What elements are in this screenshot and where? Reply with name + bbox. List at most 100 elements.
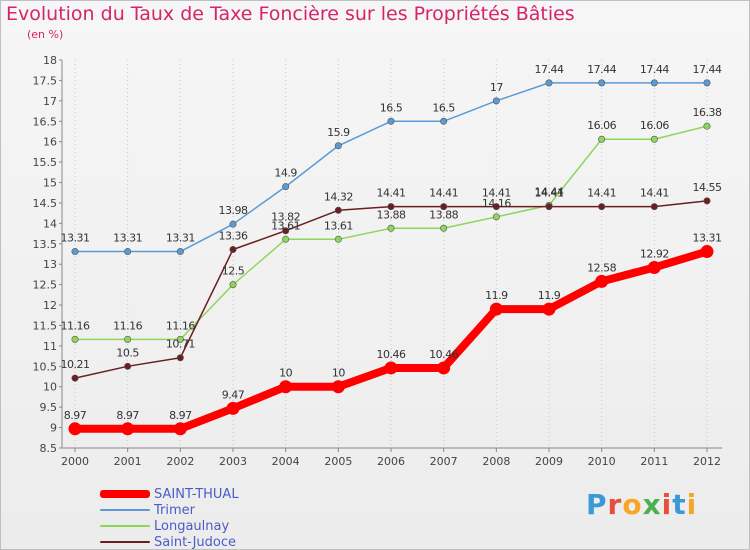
data-point [176,354,184,362]
data-point [71,335,79,343]
y-tick-label: 10.5 [33,360,58,373]
x-tick-label: 2009 [535,455,563,468]
x-tick-label: 2001 [114,455,142,468]
data-label: 13.88 [429,208,458,221]
chart-title: Evolution du Taux de Taxe Foncière sur l… [6,3,575,25]
y-tick-label: 14 [43,217,57,230]
data-label: 16.5 [432,101,455,114]
y-tick-label: 11.5 [33,319,58,332]
data-point [226,401,240,415]
legend-label: Longaulnay [154,518,230,534]
data-point [387,117,395,125]
data-label: 16.38 [693,106,722,119]
data-point [124,335,132,343]
data-point [492,97,500,105]
data-point [545,203,553,211]
data-point [542,302,556,316]
x-tick-label: 2004 [272,455,300,468]
data-label: 11.9 [538,289,561,302]
legend-label: Trimer [154,502,195,518]
data-label: 17.44 [587,63,616,76]
data-point [647,260,661,274]
data-point [650,135,658,143]
data-label: 14.41 [482,187,511,200]
data-point [331,380,345,394]
data-label: 14.41 [640,187,669,200]
data-point [703,122,711,130]
legend-swatch [100,525,150,527]
data-label: 16.06 [640,119,669,132]
data-label: 14.41 [429,187,458,200]
data-label: 11.16 [113,319,142,332]
y-tick-label: 12 [43,299,57,312]
legend-swatch [100,541,150,543]
data-label: 9.47 [222,388,245,401]
legend-swatch [100,509,150,511]
data-label: 13.82 [271,211,300,224]
data-label: 14.41 [535,187,564,200]
data-label: 16.5 [380,101,403,114]
logo-letter: i [686,488,698,521]
data-point [282,183,290,191]
data-point [71,248,79,256]
data-point [492,203,500,211]
data-label: 12.5 [222,265,245,278]
data-point [489,302,503,316]
x-tick-label: 2006 [377,455,405,468]
data-label: 13.31 [166,232,195,245]
data-label: 10.46 [429,348,458,361]
logo-letter: x [642,488,662,521]
y-tick-label: 18 [43,54,57,67]
data-label: 12.92 [640,247,669,260]
data-point [595,274,609,288]
data-point [437,361,451,375]
data-label: 13.31 [693,232,722,245]
y-tick-label: 15.5 [33,156,58,169]
data-point [700,245,714,259]
y-tick-label: 14.5 [33,197,58,210]
data-label: 16.06 [587,119,616,132]
y-tick-label: 16 [43,136,57,149]
data-label: 13.31 [113,232,142,245]
data-label: 10.21 [61,358,90,371]
data-point [279,380,293,394]
data-label: 13.61 [324,219,353,232]
data-label: 14.16 [482,197,511,210]
data-label: 13.31 [61,232,90,245]
y-tick-label: 17 [43,95,57,108]
data-point [440,117,448,125]
chart-legend: SAINT-THUAL Trimer Longaulnay Saint-Judoce [100,486,239,550]
data-label: 11.16 [166,319,195,332]
data-point [229,220,237,228]
x-tick-label: 2007 [430,455,458,468]
data-point [440,224,448,232]
x-tick-label: 2011 [640,455,668,468]
data-point [229,246,237,254]
legend-label: SAINT-THUAL [154,486,239,502]
logo-letter: i [661,488,673,521]
data-point [68,422,82,436]
data-label: 17 [490,81,503,94]
data-label: 14.55 [693,181,722,194]
data-point [492,213,500,221]
data-label: 13.61 [271,219,300,232]
data-label: 14.41 [377,187,406,200]
chart-subtitle: (en %) [27,28,64,41]
data-point [703,79,711,87]
data-label: 10 [279,367,292,380]
data-point [650,79,658,87]
data-point [229,281,237,289]
y-tick-label: 13 [43,258,57,271]
data-label: 8.97 [64,409,87,422]
y-tick-label: 9.5 [40,401,58,414]
data-label: 10 [332,367,345,380]
data-point [71,374,79,382]
data-point [121,422,135,436]
data-point [440,203,448,211]
data-label: 8.97 [169,409,192,422]
x-tick-label: 2008 [482,455,510,468]
data-label: 11.9 [485,289,508,302]
legend-item: Longaulnay [100,518,239,534]
data-label: 17.44 [693,63,722,76]
y-tick-label: 10 [43,381,57,394]
